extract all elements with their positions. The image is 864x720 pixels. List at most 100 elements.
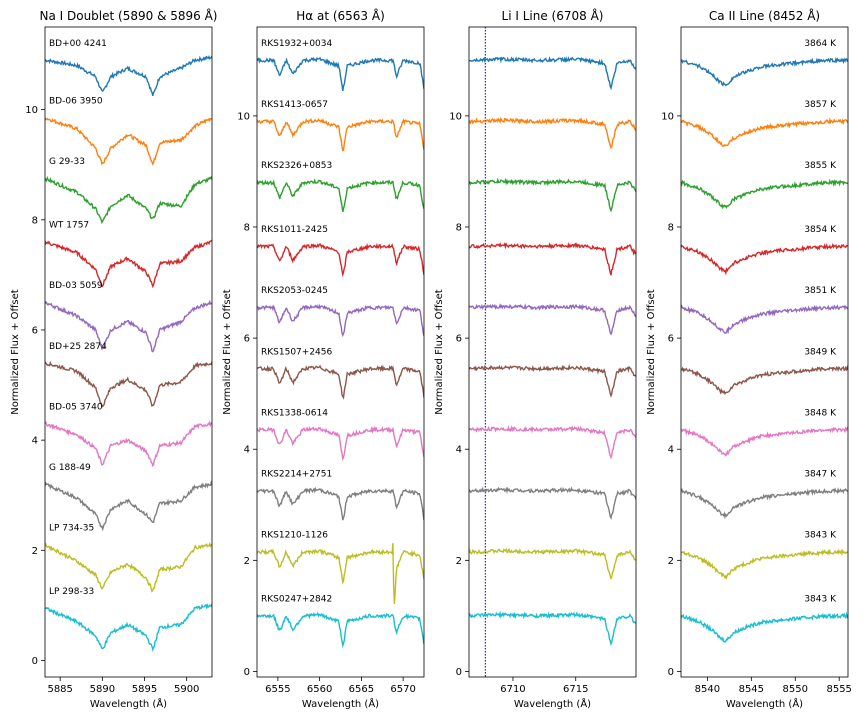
series-label: RKS1338-0614 (261, 408, 328, 418)
y-tick-label: 4 (244, 445, 250, 456)
series-label: 3855 K (804, 161, 837, 171)
y-axis-label: Normalized Flux + Offset (10, 289, 21, 415)
y-tick-label: 10 (237, 111, 250, 122)
series-line (469, 241, 636, 276)
series-label: 3849 K (804, 347, 837, 357)
series-label: 3843 K (804, 595, 837, 605)
x-tick-label: 8545 (739, 684, 764, 695)
x-tick-label: 6570 (390, 684, 415, 695)
series-line (257, 486, 424, 521)
x-tick-label: 6715 (563, 684, 588, 695)
series-line (257, 611, 424, 649)
y-axis-label: Normalized Flux + Offset (434, 289, 445, 415)
series-label: 3864 K (804, 39, 837, 49)
series-label: 3848 K (804, 408, 837, 418)
series-label: 3854 K (804, 225, 837, 235)
y-tick-label: 10 (661, 111, 674, 122)
y-tick-label: 2 (668, 556, 674, 567)
series-line (257, 425, 424, 461)
series-line (45, 239, 212, 289)
series-line (45, 54, 212, 97)
series-label: BD-03 5059 (49, 281, 103, 291)
x-tick-label: 5900 (174, 684, 199, 695)
y-tick-label: 2 (244, 556, 250, 567)
series-line (257, 543, 424, 604)
series-line (45, 299, 212, 353)
y-tick-label: 6 (244, 334, 250, 345)
series-line (257, 178, 424, 213)
x-axis-label: Wavelength (Å) (302, 697, 379, 710)
series-label: RKS1210-1126 (261, 531, 328, 541)
series-line (257, 56, 424, 92)
plot-area (681, 56, 848, 643)
panel-title: Hα at (6563 Å) (296, 8, 385, 23)
x-tick-label: 6710 (500, 684, 525, 695)
series-label: RKS2326+0853 (261, 161, 332, 171)
x-tick-label: 6555 (265, 684, 290, 695)
y-tick-label: 6 (456, 334, 462, 345)
series-line (45, 360, 212, 408)
series-line (469, 177, 636, 213)
series-label: RKS2053-0245 (261, 286, 328, 296)
y-tick-label: 8 (244, 223, 250, 234)
series-label: G 188-49 (49, 463, 91, 473)
series-line (469, 486, 636, 520)
series-label: RKS2214+2751 (261, 470, 332, 480)
axes-frame (44, 26, 213, 678)
y-tick-label: 10 (25, 105, 38, 116)
panel-1: BD+00 4241 BD-06 3950 G 29-33 WT 1757 BD-03 … (10, 8, 218, 710)
series-line (469, 424, 636, 460)
plot-area (45, 54, 212, 653)
series-line (469, 610, 636, 647)
series-label: RKS1507+2456 (261, 347, 332, 357)
panel-2: RKS1932+0034 RKS1413-0657 RKS2326+0853 RKS1… (222, 8, 425, 710)
y-tick-label: 2 (32, 546, 38, 557)
series-line (45, 541, 212, 593)
series-label: BD+00 4241 (49, 39, 107, 49)
series-line (681, 426, 848, 457)
series-label: BD-06 3950 (49, 97, 103, 107)
y-tick-label: 0 (668, 667, 674, 678)
series-line (681, 178, 848, 210)
series-line (681, 242, 848, 276)
x-tick-label: 8540 (695, 684, 720, 695)
series-line (257, 303, 424, 338)
x-axis-label: Wavelength (Å) (90, 697, 167, 710)
series-label: G 29-33 (49, 157, 85, 167)
series-line (257, 242, 424, 278)
x-tick-label: 6565 (349, 684, 374, 695)
series-label: 3857 K (804, 100, 837, 110)
series-label: RKS1011-2425 (261, 225, 328, 235)
series-line (681, 117, 848, 147)
series-line (681, 304, 848, 335)
series-line (45, 175, 212, 225)
plot-area (257, 56, 424, 649)
series-line (469, 363, 636, 398)
series-label: BD+25 2874 (49, 342, 107, 352)
series-label: 3843 K (804, 531, 837, 541)
panel-title: Li I Line (6708 Å) (502, 8, 604, 23)
axes-frame (256, 26, 425, 678)
series-label: WT 1757 (49, 221, 89, 231)
y-axis-label: Normalized Flux + Offset (646, 289, 657, 415)
panel-title: Ca II Line (8452 Å) (709, 8, 820, 23)
series-line (469, 303, 636, 336)
y-tick-label: 0 (456, 667, 462, 678)
plot-area (469, 27, 636, 677)
x-tick-label: 5890 (90, 684, 115, 695)
y-tick-label: 6 (668, 334, 674, 345)
y-tick-label: 0 (32, 656, 38, 667)
series-label: LP 734-35 (49, 524, 94, 534)
series-label: 3847 K (804, 470, 837, 480)
x-tick-label: 8550 (783, 684, 808, 695)
series-label: RKS1932+0034 (261, 39, 332, 49)
series-line (45, 117, 212, 166)
axes-frame (680, 26, 849, 678)
series-line (257, 364, 424, 400)
series-line (45, 480, 212, 532)
x-tick-label: 5895 (132, 684, 157, 695)
series-line (469, 56, 636, 91)
series-label: BD-05 3740 (49, 402, 103, 412)
series-line (681, 365, 848, 395)
